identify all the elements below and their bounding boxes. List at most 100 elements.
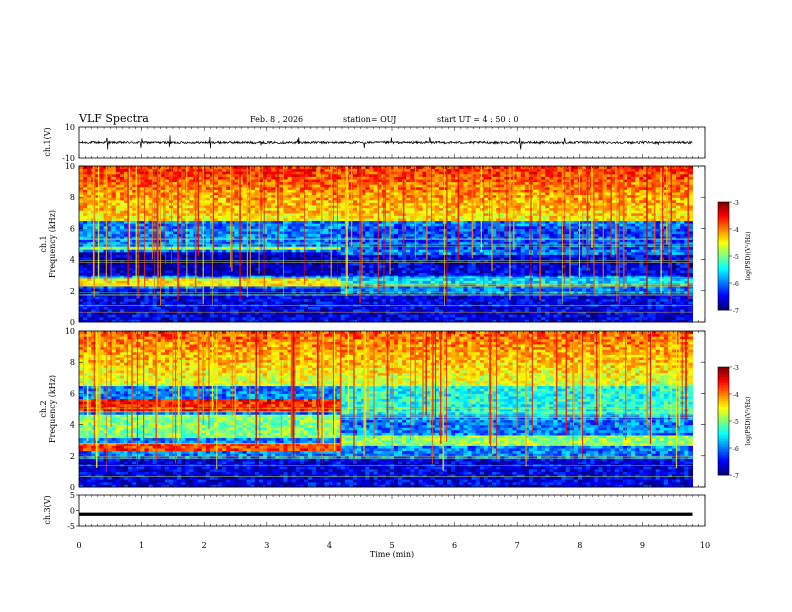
- spectrogram-cell: [295, 207, 301, 211]
- spectrogram-cell: [83, 210, 88, 214]
- spectrogram-cell: [83, 218, 88, 222]
- spectrogram-cell: [218, 210, 223, 214]
- spectrogram-cell: [324, 186, 329, 190]
- spectrogram-cell: [148, 194, 154, 198]
- spectrogram-cell: [324, 301, 329, 305]
- spectrogram-cell: [205, 280, 211, 284]
- spectrogram-cell: [332, 205, 338, 209]
- spectrogram-cell: [414, 199, 419, 203]
- spectrogram-cell: [226, 215, 231, 219]
- spectrogram-cell: [99, 192, 105, 196]
- spectrogram-cell: [234, 233, 239, 237]
- spectrogram-cell: [303, 228, 309, 232]
- spectrogram-cell: [91, 311, 96, 315]
- spectrogram-cell: [95, 264, 100, 268]
- spectrogram-cell: [234, 319, 239, 323]
- spectrogram-cell: [164, 285, 170, 289]
- spectrogram-cell: [267, 207, 272, 211]
- spectrogram-cell: [185, 238, 190, 242]
- spectrogram-cell: [406, 171, 411, 175]
- spectrogram-cell: [193, 309, 199, 313]
- spectrogram-cell: [177, 262, 182, 266]
- spectrogram-cell: [119, 207, 125, 211]
- spectrogram-cell: [213, 280, 219, 284]
- spectrogram-cell: [181, 233, 186, 237]
- spectrogram-cell: [99, 225, 105, 229]
- spectrogram-cell: [287, 316, 293, 320]
- spectrogram-cell: [107, 228, 113, 232]
- spectrogram-cell: [107, 212, 113, 216]
- spectrogram-cell: [398, 212, 403, 216]
- spectrogram-cell: [406, 197, 411, 201]
- spectrogram-cell: [79, 254, 84, 258]
- spectrogram-cell: [312, 254, 317, 258]
- spectrogram-cell: [107, 205, 113, 209]
- spectrogram-cell: [320, 189, 325, 193]
- spectrogram-cell: [99, 244, 105, 248]
- spectrogram-cell: [136, 301, 141, 305]
- spectrogram-cell: [303, 259, 309, 263]
- spectrogram-cell: [177, 285, 182, 289]
- spectrogram-cell: [365, 296, 370, 300]
- spectrogram-cell: [353, 233, 358, 237]
- spectrogram-cell: [291, 251, 297, 255]
- spectrogram-cell: [119, 267, 125, 271]
- spectrogram-cell: [226, 220, 231, 224]
- spectrogram-cell: [107, 275, 113, 279]
- spectrogram-cell: [173, 197, 178, 201]
- ch1-waveform-trace: [78, 135, 693, 150]
- spectrogram-cell: [398, 267, 403, 271]
- spectrogram-cell: [87, 199, 92, 203]
- spectrogram-cell: [201, 306, 207, 310]
- spectrogram-cell: [246, 192, 252, 196]
- spectrogram-cell: [205, 285, 211, 289]
- spectrogram-cell: [324, 228, 329, 232]
- spectrogram-cell: [140, 168, 145, 172]
- spectrogram-cell: [308, 280, 313, 284]
- spectrogram-cell: [316, 194, 321, 198]
- spectrogram-cell: [201, 277, 207, 281]
- spectrogram-cell: [324, 267, 329, 271]
- spectrogram-cell: [201, 186, 207, 190]
- spectrogram-cell: [393, 267, 399, 271]
- spectrogram-cell: [197, 212, 203, 216]
- spectrogram-cell: [156, 207, 162, 211]
- spectrogram-cell: [263, 254, 268, 258]
- spectrogram-cell: [324, 233, 329, 237]
- spectrogram-cell: [308, 236, 313, 240]
- spectrogram-cell: [189, 173, 195, 177]
- spectrogram-cell: [164, 189, 170, 193]
- spectrogram-cell: [254, 316, 260, 320]
- spectrogram-cell: [185, 280, 190, 284]
- spectrogram-cell: [160, 192, 166, 196]
- spectrogram-cell: [119, 288, 125, 292]
- spectrogram-cell: [287, 298, 293, 302]
- spectrogram-cell: [336, 205, 342, 209]
- spectrogram-cell: [312, 210, 317, 214]
- spectrogram-cell: [340, 309, 346, 313]
- spectrogram-cell: [226, 262, 231, 266]
- spectrogram-cell: [218, 316, 223, 320]
- spectrogram-cell: [230, 251, 235, 255]
- spectrogram-cell: [369, 184, 374, 188]
- spectrogram-cell: [377, 241, 383, 245]
- spectrogram-cell: [123, 223, 129, 227]
- spectrogram-cell: [173, 272, 178, 276]
- spectrogram-cell: [168, 272, 174, 276]
- spectrogram-cell: [332, 277, 338, 281]
- spectrogram-cell: [393, 223, 399, 227]
- spectrogram-cell: [336, 259, 342, 263]
- spectrogram-cell: [332, 280, 338, 284]
- spectrogram-cell: [242, 176, 248, 180]
- spectrogram-cell: [389, 189, 395, 193]
- spectrogram-cell: [353, 194, 358, 198]
- spectrogram-cell: [140, 176, 145, 180]
- spectrogram-cell: [385, 171, 391, 175]
- spectrogram-cell: [128, 285, 133, 289]
- spectrogram-cell: [295, 238, 301, 242]
- spectrogram-cell: [287, 225, 293, 229]
- spectrogram-cell: [340, 228, 346, 232]
- spectrogram-cell: [299, 197, 305, 201]
- spectrogram-cell: [99, 176, 105, 180]
- spectrogram-cell: [205, 277, 211, 281]
